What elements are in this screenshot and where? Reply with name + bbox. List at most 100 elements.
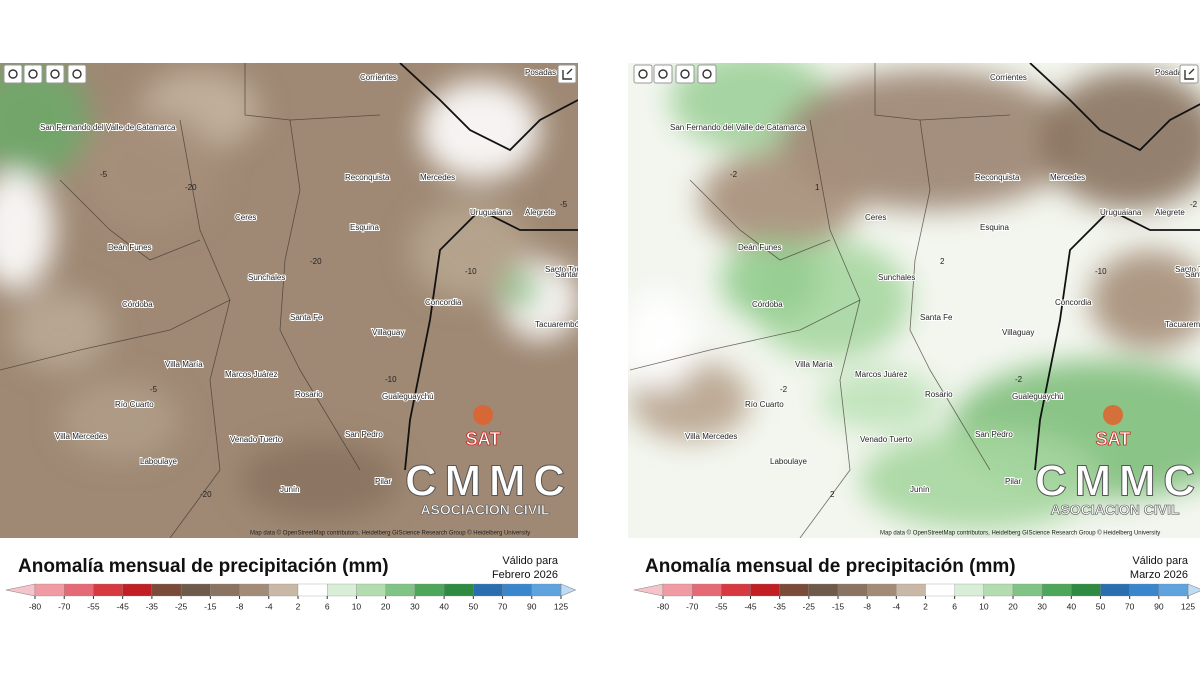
colorbar-segment bbox=[896, 583, 926, 597]
map-tool-button[interactable] bbox=[675, 64, 695, 84]
colorbar-segment bbox=[662, 583, 693, 597]
city-label: Tacuarembó bbox=[1165, 320, 1200, 329]
precip-area bbox=[860, 430, 1100, 530]
colorbar-segment bbox=[414, 583, 445, 597]
colorbar-segment bbox=[122, 583, 153, 597]
map-tool-button[interactable] bbox=[67, 64, 87, 84]
precip-area bbox=[420, 80, 540, 180]
colorbar-segment bbox=[808, 583, 839, 597]
colorbar-segment bbox=[34, 583, 65, 597]
province-border bbox=[689, 179, 831, 261]
map-tool-button[interactable] bbox=[653, 64, 673, 84]
colorbar-segment bbox=[721, 583, 751, 597]
colorbar-tick-label: -45 bbox=[744, 601, 757, 611]
colorbar-segment bbox=[1042, 583, 1072, 597]
city-label: Villa María bbox=[165, 360, 203, 369]
contour-label: -5 bbox=[100, 170, 108, 179]
precip-area bbox=[80, 110, 220, 230]
city-label: San Fernando del Valle de Catamarca bbox=[670, 123, 806, 132]
legend-title: Anomalía mensual de precipitación (mm) bbox=[645, 556, 1016, 577]
colorbar-tick-label: -25 bbox=[803, 601, 816, 611]
colorbar-tick-label: 50 bbox=[469, 601, 479, 611]
city-label: Tacuarembó bbox=[535, 320, 580, 329]
city-label: Esquina bbox=[980, 223, 1009, 232]
colorbar-segment bbox=[750, 583, 780, 597]
colorbar-tick-label: 2 bbox=[923, 601, 928, 611]
logo-sat: SAT bbox=[1096, 429, 1131, 449]
map-tool-button[interactable] bbox=[3, 64, 23, 84]
colorbar-tick-label: -55 bbox=[715, 601, 728, 611]
colorbar-tick-label: 20 bbox=[1008, 601, 1018, 611]
city-label: Corrientes bbox=[990, 73, 1027, 82]
country-border bbox=[404, 208, 578, 471]
contour-label: -2 bbox=[730, 170, 738, 179]
map-tool-icon bbox=[72, 69, 82, 79]
city-label: Uruguaiana bbox=[470, 208, 512, 217]
city-label: Corrientes bbox=[360, 73, 397, 82]
map-tool-button[interactable] bbox=[633, 64, 653, 84]
colorbar-tick-label: -55 bbox=[87, 601, 100, 611]
city-label: Santana do Livramento bbox=[555, 270, 638, 279]
city-label: Río Cuarto bbox=[115, 400, 154, 409]
colorbar-tick-label: -15 bbox=[204, 601, 217, 611]
map-tool-icon bbox=[702, 69, 712, 79]
contour-label: -2 bbox=[1190, 200, 1198, 209]
colorbar-end bbox=[633, 583, 664, 597]
map-shading bbox=[628, 63, 1200, 530]
map-tool-button[interactable] bbox=[45, 64, 65, 84]
city-label: Reconquista bbox=[345, 173, 390, 182]
precip-area bbox=[720, 240, 820, 320]
colorbar-end bbox=[1187, 583, 1200, 597]
colorbar-segment bbox=[239, 583, 269, 597]
colorbar-tick-label: -8 bbox=[863, 601, 871, 611]
city-label: Marcos Juárez bbox=[855, 370, 907, 379]
colorbar-tick-label: -80 bbox=[657, 601, 670, 611]
city-label: Deán Funes bbox=[738, 243, 782, 252]
map-panel: Reconquista Mercedes Esquina Sunchales Santa… bbox=[0, 63, 638, 538]
map-tool-button[interactable] bbox=[23, 64, 43, 84]
city-label: Deán Funes bbox=[108, 243, 152, 252]
share-icon bbox=[562, 68, 573, 80]
city-label: Laboulaye bbox=[770, 457, 807, 466]
city-label: Laboulaye bbox=[140, 457, 177, 466]
country-border bbox=[1034, 208, 1200, 471]
contour-label: 2 bbox=[940, 257, 945, 266]
city-label: Santa Fe bbox=[290, 313, 323, 322]
precip-area bbox=[10, 290, 110, 370]
map-tool-icon bbox=[28, 69, 38, 79]
colorbar-segment bbox=[867, 583, 897, 597]
colorbar-segment bbox=[356, 583, 386, 597]
colorbar-tick-label: 6 bbox=[952, 601, 957, 611]
contour-label: -20 bbox=[185, 183, 197, 192]
city-label: Villaguay bbox=[372, 328, 404, 337]
colorbar-segment bbox=[180, 583, 211, 597]
map-attribution: Map data © OpenStreetMap contributors, H… bbox=[880, 530, 1160, 537]
city-label: Mercedes bbox=[420, 173, 455, 182]
colorbar-segment bbox=[297, 583, 328, 597]
city-label: Concordia bbox=[425, 298, 462, 307]
province-border bbox=[909, 119, 991, 471]
precip-area bbox=[240, 440, 400, 520]
map-attribution: Map data © OpenStreetMap contributors, H… bbox=[250, 530, 530, 537]
city-label: Santa Fe bbox=[920, 313, 953, 322]
city-label: Reconquista bbox=[975, 173, 1020, 182]
colorbar-tick-label: 40 bbox=[1067, 601, 1077, 611]
colorbar-tick-label: -8 bbox=[236, 601, 244, 611]
city-label: Córdoba bbox=[122, 300, 153, 309]
colorbar-segment bbox=[954, 583, 984, 597]
colorbar-tick-label: 6 bbox=[325, 601, 330, 611]
map-panel: Reconquista Mercedes Esquina Sunchales Santa… bbox=[628, 63, 1200, 538]
colorbar-segment bbox=[1129, 583, 1159, 597]
colorbar-tick-label: -35 bbox=[146, 601, 159, 611]
colorbar-tick-label: 125 bbox=[554, 601, 568, 611]
precip-area bbox=[410, 200, 530, 300]
city-label: Venado Tuerto bbox=[860, 435, 913, 444]
colorbar-segment bbox=[502, 583, 532, 597]
contour-label: -5 bbox=[560, 200, 568, 209]
city-label: Rosario bbox=[295, 390, 323, 399]
city-label: Venado Tuerto bbox=[230, 435, 283, 444]
contour-label: -10 bbox=[465, 267, 477, 276]
province-border bbox=[874, 63, 1011, 121]
map-tool-button[interactable] bbox=[697, 64, 717, 84]
valid-label: Válido para bbox=[502, 555, 559, 567]
